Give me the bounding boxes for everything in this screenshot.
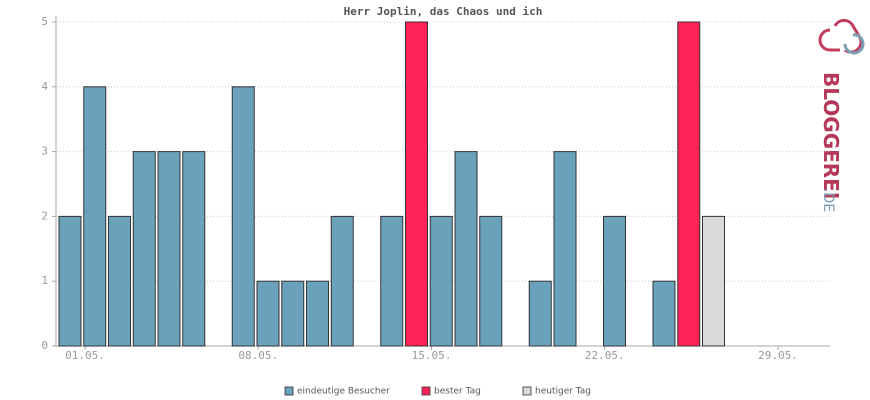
y-tick-label: 0 <box>41 339 48 352</box>
y-tick-label: 1 <box>41 274 48 287</box>
logo-suffix: .DE <box>820 188 836 212</box>
legend-swatch <box>421 386 431 396</box>
bar <box>677 21 701 347</box>
logo: BLOGGEREI .DE <box>818 18 865 212</box>
legend-label: heutiger Tag <box>535 387 591 397</box>
y-tick-label: 2 <box>41 209 48 222</box>
legend-swatch <box>284 386 294 396</box>
legend-label: bester Tag <box>434 387 481 397</box>
x-tick-label: 08.05. <box>238 349 278 362</box>
bar <box>108 215 131 347</box>
y-tick-label: 4 <box>41 80 48 93</box>
bar <box>702 215 725 347</box>
bar <box>652 280 676 347</box>
logo-icon <box>843 33 865 55</box>
bar <box>330 215 354 347</box>
bar <box>429 215 453 347</box>
legend-label: eindeutige Besucher <box>297 387 390 397</box>
x-tick-label: 15.05. <box>412 349 452 362</box>
bar <box>132 151 156 347</box>
legend-swatch <box>522 386 532 396</box>
bar <box>83 86 107 347</box>
y-tick-label: 5 <box>41 15 48 28</box>
bar <box>528 280 552 347</box>
bar <box>256 280 280 347</box>
x-tick-label: 01.05. <box>65 349 105 362</box>
bar <box>553 151 577 347</box>
x-tick-label: 29.05. <box>758 349 798 362</box>
bar <box>603 215 626 347</box>
bar <box>58 215 82 347</box>
bar <box>405 21 428 347</box>
y-tick-label: 3 <box>41 145 48 158</box>
bar <box>281 280 305 347</box>
logo-text: BLOGGEREI <box>819 72 843 199</box>
bar <box>306 280 329 347</box>
bar <box>157 151 181 347</box>
bar <box>380 215 404 347</box>
bar <box>182 151 206 347</box>
bar <box>454 151 478 347</box>
chart-title: Herr Joplin, das Chaos und ich <box>344 5 543 18</box>
bar <box>231 86 255 347</box>
bar <box>479 215 503 347</box>
x-tick-label: 22.05. <box>585 349 625 362</box>
